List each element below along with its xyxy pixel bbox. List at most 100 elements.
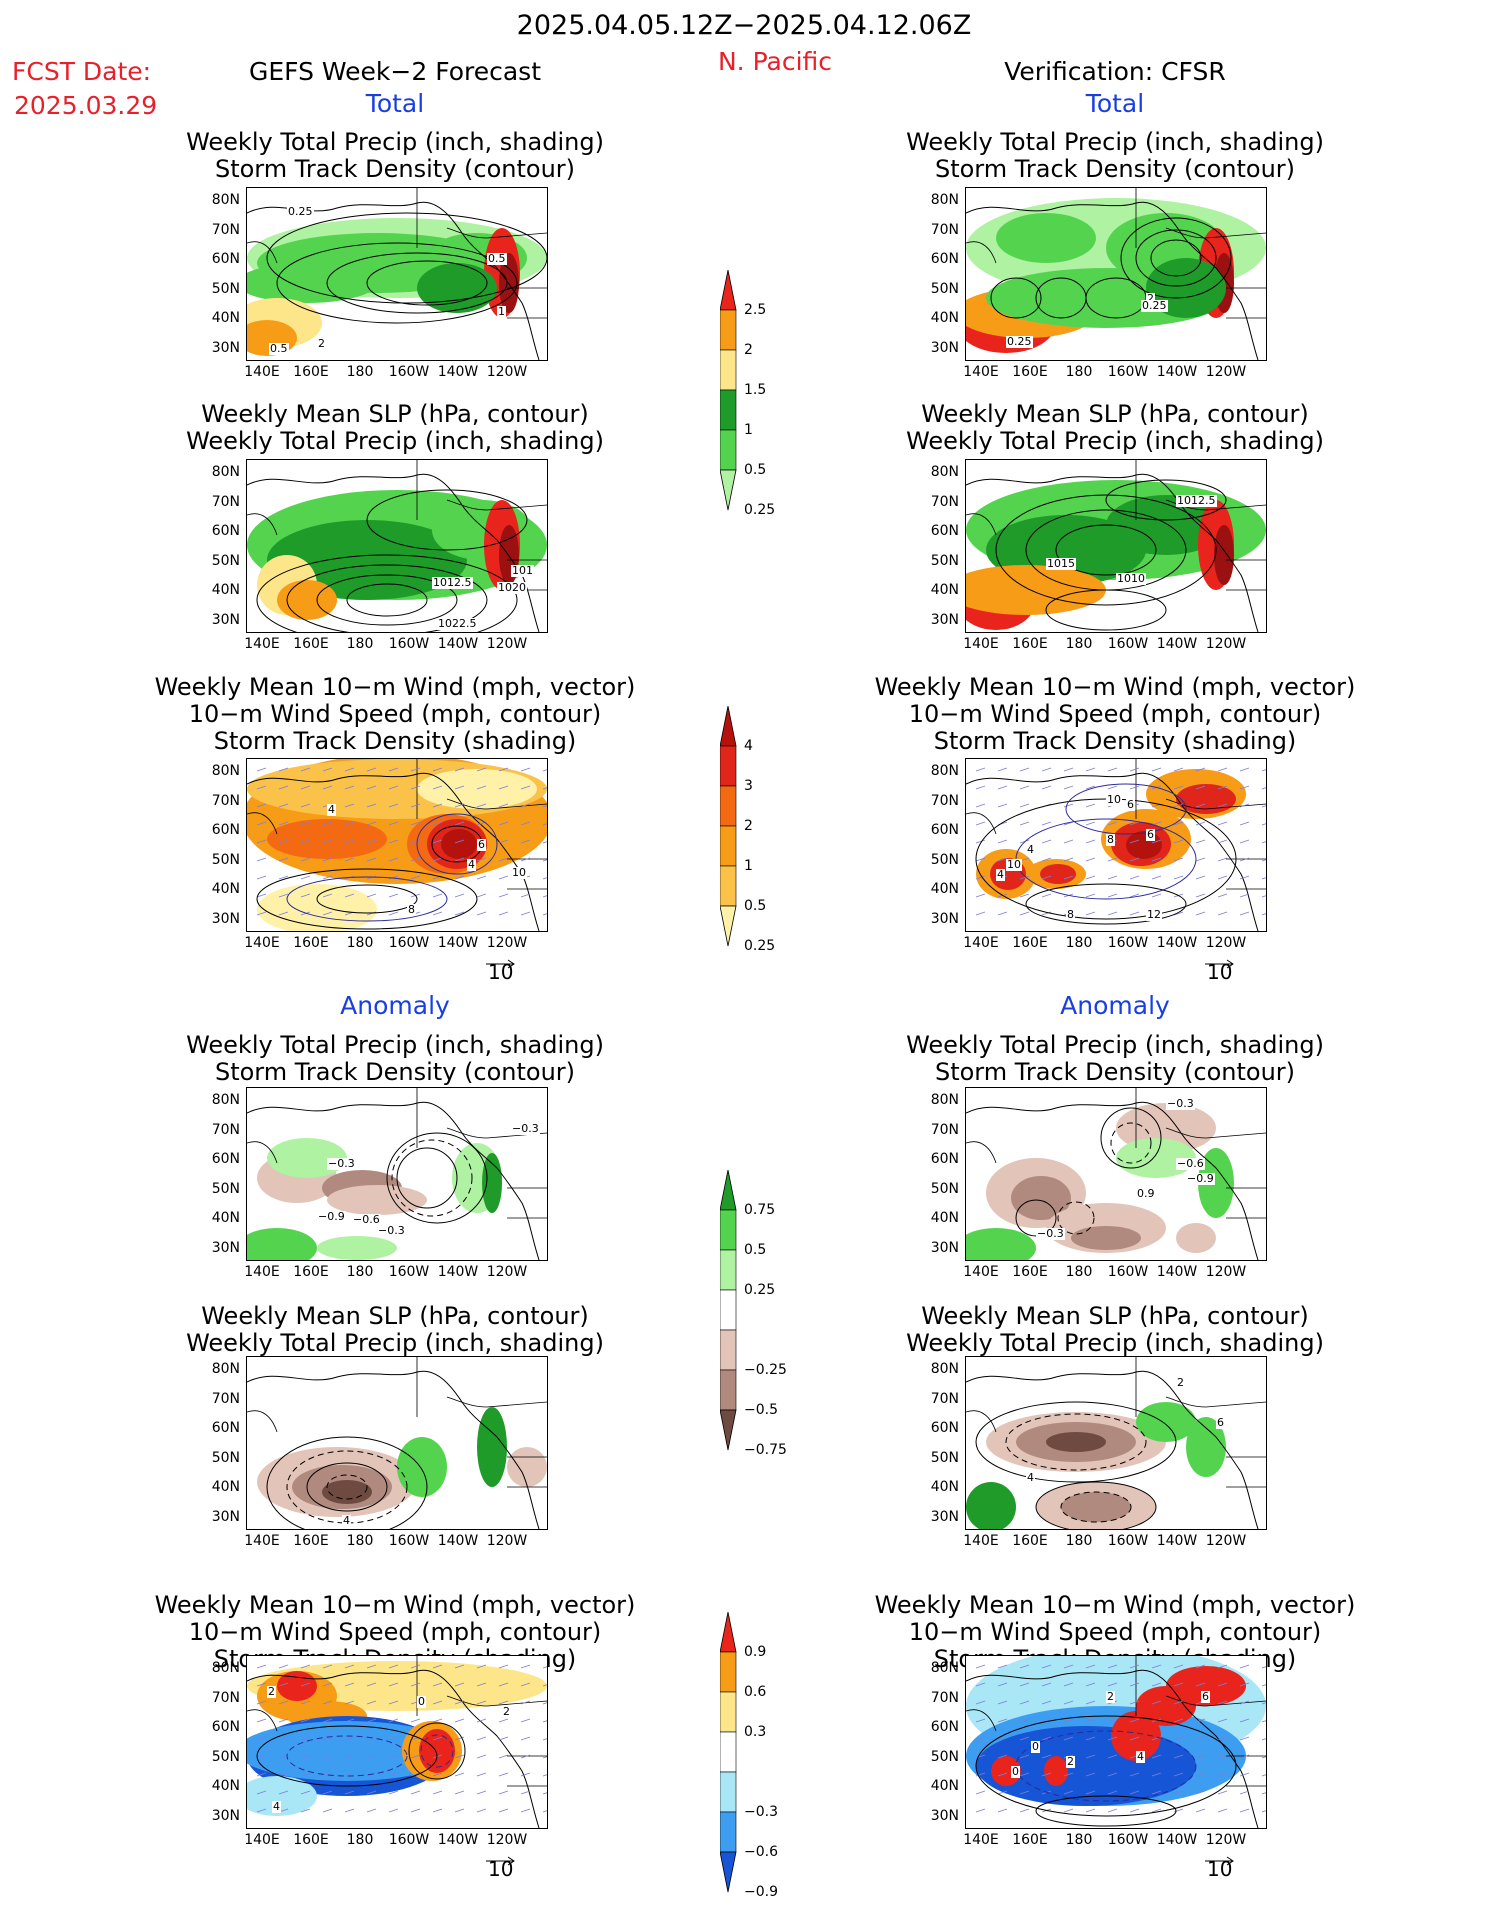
wind-vector (410, 1718, 421, 1723)
wind-vector (1217, 875, 1228, 880)
vector-arrow-icon (1205, 952, 1235, 969)
wind-vector (1063, 1664, 1074, 1669)
lat-tick-label: 70N (211, 1390, 240, 1407)
lat-tick-label: 60N (211, 523, 240, 539)
wind-vector (1107, 821, 1118, 826)
lon-tick-label: 160E (1012, 1832, 1048, 1848)
lon-tick-label: 140E (244, 364, 280, 380)
wind-vector (300, 1772, 311, 1777)
wind-vector (1261, 823, 1266, 826)
lon-tick-label: 160W (388, 935, 430, 951)
panel-title-line: Weekly Total Precip (inch, shading) (906, 427, 1324, 455)
lon-tick-label: 160E (293, 1832, 329, 1848)
lat-tick-label: 80N (211, 1660, 240, 1676)
wind-vector (366, 785, 377, 790)
wind-vector (1195, 911, 1206, 916)
wind-vector (476, 785, 487, 790)
map-panel-right-anom-3: 2 6 0 4 2 0 (965, 1655, 1267, 1829)
lat-tick-label: 40N (930, 310, 959, 326)
wind-vector (975, 857, 986, 862)
wind-vector (476, 1664, 487, 1669)
wind-vector (454, 893, 465, 898)
lat-tick-label: 30N (930, 1239, 959, 1256)
contour-line (346, 583, 428, 617)
wind-vector (997, 803, 1008, 808)
wind-vector (1239, 821, 1250, 826)
contour-label: −0.3 (511, 1122, 540, 1135)
wind-vector (322, 1736, 333, 1741)
wind-vector (997, 1718, 1008, 1723)
lat-tick-label: 30N (211, 1508, 240, 1525)
wind-vector (542, 1720, 547, 1723)
wind-vector (1239, 803, 1250, 808)
wind-vector (1019, 821, 1030, 826)
contour-label: 2 (1176, 1376, 1185, 1389)
lat-tick-label: 70N (930, 1390, 959, 1407)
wind-vector (432, 1736, 443, 1741)
contour-label: 1012.5 (432, 576, 473, 589)
lat-tick-label: 60N (930, 523, 959, 539)
map-panel-right-total-2: 1012.5 1015 1010 (965, 459, 1267, 633)
contour-label: 4 (1026, 1471, 1035, 1484)
wind-vector (975, 767, 986, 772)
contour-label: −0.9 (1186, 1172, 1215, 1185)
panel-title-line: 10−m Wind Speed (mph, contour) (188, 1618, 602, 1646)
contour-line (1135, 229, 1217, 287)
colorbar-label: 0.25 (744, 1282, 776, 1298)
wind-vector (1173, 875, 1184, 880)
wind-vector (454, 767, 465, 772)
wind-vector (1107, 1772, 1118, 1777)
wind-vector (1217, 1664, 1228, 1669)
wind-vector (1019, 1808, 1030, 1813)
vector-reference: 10 (486, 1856, 515, 1881)
wind-vector (278, 839, 289, 844)
lon-tick-label: 140W (437, 364, 479, 380)
wind-vector (388, 821, 399, 826)
lon-tick-label: 140E (244, 1832, 280, 1848)
wind-vector (1063, 1682, 1074, 1687)
contour-label: 4 (1026, 843, 1035, 856)
contour-line (1005, 1413, 1147, 1471)
vector-reference-value: 10 (488, 1857, 514, 1881)
vector-arrow-icon (1205, 1849, 1235, 1866)
contour-label: 0 (1031, 1740, 1040, 1753)
wind-vector (542, 841, 547, 844)
contour-line (366, 260, 488, 306)
wind-vector (975, 1718, 986, 1723)
lon-tick-label: 120W (1205, 636, 1247, 652)
wind-vector (542, 1666, 547, 1669)
shading-region (966, 1482, 1016, 1529)
lon-tick-label: 160E (1012, 935, 1048, 951)
lat-tick-label: 70N (211, 221, 240, 238)
wind-vector (542, 1684, 547, 1687)
wind-vector (388, 1718, 399, 1723)
wind-vector (1085, 767, 1096, 772)
wind-vector (366, 1736, 377, 1741)
wind-vector (1217, 1718, 1228, 1723)
lat-tick-label: 60N (211, 1719, 240, 1735)
lat-tick-label: 80N (930, 192, 959, 208)
wind-vector (1041, 821, 1052, 826)
wind-vector (1085, 1700, 1096, 1705)
lon-tick-label: 140W (1156, 935, 1198, 951)
wind-vector (1217, 893, 1228, 898)
wind-vector (542, 895, 547, 898)
wind-vector (1151, 767, 1162, 772)
lat-tick-label: 60N (211, 1420, 240, 1436)
shading-region (1136, 1402, 1196, 1442)
wind-vector (1129, 911, 1140, 916)
wind-vector (1107, 1754, 1118, 1759)
lat-tick-label: 60N (930, 1420, 959, 1436)
contour-label: 4 (467, 858, 476, 871)
wind-vector (520, 893, 531, 898)
shading-region (1111, 1711, 1161, 1761)
wind-vector (300, 803, 311, 808)
contour-label: 1022.5 (437, 617, 478, 630)
wind-vector (344, 785, 355, 790)
lat-tick-label: 30N (211, 1807, 240, 1824)
wind-vector (388, 1790, 399, 1795)
contour-label: 2 (1066, 1755, 1075, 1768)
wind-vector (432, 785, 443, 790)
coastline (247, 1669, 540, 1828)
wind-vector (1173, 857, 1184, 862)
